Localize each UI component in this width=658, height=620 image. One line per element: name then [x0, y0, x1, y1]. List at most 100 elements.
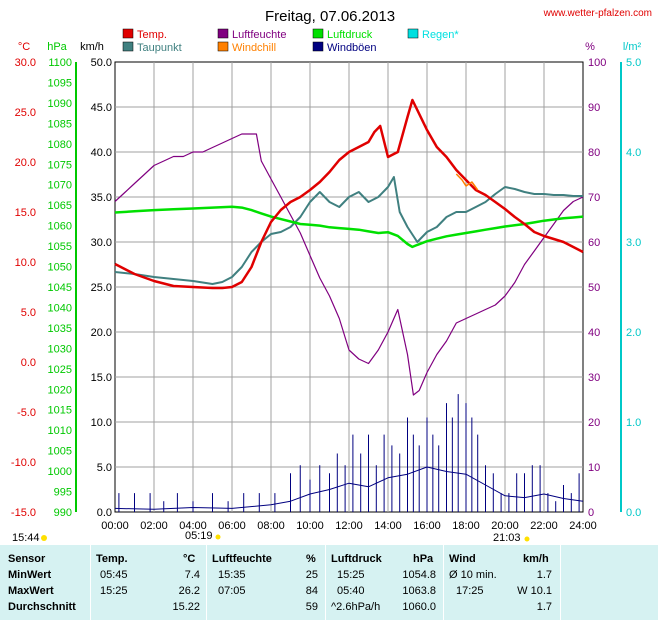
x-tick-label: 08:00 [257, 520, 285, 532]
row-min-temp-time: 05:45 [100, 569, 128, 581]
legend-swatch [217, 28, 229, 39]
rain-axis-tick-label: 0.0 [626, 507, 641, 519]
row-min-wind-val: 1.7 [536, 569, 552, 581]
sunrise-icon [215, 534, 221, 540]
pressure-axis-tick-label: 1025 [48, 364, 72, 376]
series-windchill [455, 173, 479, 191]
rain-axis-tick-label: 2.0 [626, 327, 641, 339]
header-humidity-unit: % [306, 553, 316, 565]
pressure-axis-tick-label: 1020 [48, 384, 72, 396]
pressure-axis-tick-label: 1060 [48, 221, 72, 233]
x-tick-label: 14:00 [374, 520, 402, 532]
legend-swatch [312, 41, 324, 52]
header-sensor: Sensor [8, 553, 46, 565]
pressure-axis-tick-label: 1065 [48, 200, 72, 212]
pressure-axis-tick-label: 1010 [48, 425, 72, 437]
pressure-axis-tick-label: 1055 [48, 241, 72, 253]
row-max-hum-val: 84 [305, 585, 318, 597]
pressure-axis-tick-label: 1000 [48, 466, 72, 478]
row-max-label: MaxWert [8, 585, 54, 597]
humidity-axis-tick-label: 30 [588, 372, 600, 384]
humidity-axis-tick-label: 70 [588, 192, 600, 204]
wind-axis-tick-label: 5.0 [97, 462, 112, 474]
row-max-temp-val: 26.2 [178, 585, 200, 597]
humidity-axis-tick-label: 60 [588, 237, 600, 249]
x-tick-label: 06:00 [218, 520, 246, 532]
humidity-axis-tick-label: 40 [588, 327, 600, 339]
temp-axis-tick-label: 10.0 [15, 257, 36, 269]
pressure-axis-tick-label: 1015 [48, 405, 72, 417]
wind-axis-tick-label: 30.0 [91, 237, 112, 249]
x-tick-label: 10:00 [296, 520, 324, 532]
temp-axis-tick-label: 5.0 [21, 307, 36, 319]
series-temp [114, 98, 584, 290]
header-wind: Wind [449, 553, 476, 565]
series-taupunkt [114, 176, 583, 285]
weather-chart: 30.0 25.0 20.0 15.0 10.0 5.0 0.0 -5.0 -10.0 -15.0… [11, 8, 652, 544]
x-tick-label: 00:00 [101, 520, 129, 532]
legend-swatch [312, 28, 324, 39]
header-pressure-unit: hPa [413, 553, 434, 565]
legend-label: Regen* [422, 29, 459, 41]
pressure-axis-tick-label: 1100 [48, 57, 72, 69]
series-wind [114, 466, 584, 510]
x-tick-label: 04:00 [179, 520, 207, 532]
statistics-table: Sensor Temp. °C Luftfeuchte % Luftdruck … [0, 545, 658, 620]
rain-axis-unit-label: l/m² [623, 41, 642, 53]
temp-axis-tick-label: 30.0 [15, 57, 36, 69]
grid-lines [115, 62, 583, 512]
daylight-start-label: 15:44 [12, 532, 40, 544]
wind-axis-tick-label: 20.0 [91, 327, 112, 339]
x-tick-label: 24:00 [569, 520, 597, 532]
humidity-axis-tick-label: 80 [588, 147, 600, 159]
header-pressure: Luftdruck [331, 553, 382, 565]
legend-swatch [122, 28, 134, 39]
pressure-axis-tick-label: 1005 [48, 446, 72, 458]
legend-label: Luftdruck [327, 29, 373, 41]
row-avg-wind-val: 1.7 [536, 601, 552, 613]
humidity-axis-tick-label: 20 [588, 417, 600, 429]
row-min-press-val: 1054.8 [402, 569, 436, 581]
x-axis: 00:00 02:00 04:00 06:00 08:00 10:00 12:00 14:00… [101, 520, 597, 532]
temp-axis-tick-label: -5.0 [17, 407, 36, 419]
legend: Temp. Luftfeuchte Luftdruck Regen* Taupunkt W… [122, 28, 459, 54]
legend-swatch [217, 41, 229, 52]
header-temp: Temp. [96, 553, 128, 565]
wind-axis-tick-label: 15.0 [91, 372, 112, 384]
humidity-axis-tick-label: 0 [588, 507, 594, 519]
row-min-temp-val: 7.4 [184, 569, 200, 581]
pressure-axis-tick-label: 1080 [48, 139, 72, 151]
temp-axis-tick-label: 25.0 [15, 107, 36, 119]
humidity-axis-tick-label: 100 [588, 57, 606, 69]
header-temp-unit: °C [183, 553, 196, 565]
row-max-wind-val: W 10.1 [517, 585, 552, 597]
pressure-axis-tick-label: 1095 [48, 77, 72, 89]
temp-axis-tick-label: 15.0 [15, 207, 36, 219]
temp-axis-tick-label: -10.0 [11, 457, 36, 469]
right-axes: 1009080706050403020100%5.04.03.02.01.00.… [585, 41, 641, 519]
rain-axis-tick-label: 5.0 [626, 57, 641, 69]
row-avg-hum-val: 59 [305, 601, 318, 613]
sunset-label: 21:03 [493, 532, 521, 544]
pressure-axis-tick-label: 995 [54, 487, 72, 499]
temp-axis-tick-label: -15.0 [11, 507, 36, 519]
legend-swatch [407, 28, 419, 39]
row-max-press-val: 1063.8 [402, 585, 436, 597]
humidity-axis-tick-label: 10 [588, 462, 600, 474]
wind-axis-tick-label: 35.0 [91, 192, 112, 204]
pressure-axis-tick-label: 990 [54, 507, 72, 519]
row-max-temp-time: 15:25 [100, 585, 128, 597]
wind-axis-tick-label: 40.0 [91, 147, 112, 159]
row-max-press-time: 05:40 [337, 585, 365, 597]
legend-label: Temp. [137, 29, 167, 41]
legend-label: Windböen [327, 42, 377, 54]
row-min-press-time: 15:25 [337, 569, 365, 581]
legend-swatch [122, 41, 134, 52]
wind-axis-tick-label: 25.0 [91, 282, 112, 294]
row-min-label: MinWert [8, 569, 52, 581]
sunrise-label: 05:19 [185, 530, 213, 542]
humidity-axis-unit-label: % [585, 41, 595, 53]
x-tick-label: 22:00 [530, 520, 558, 532]
rain-axis-tick-label: 3.0 [626, 237, 641, 249]
pressure-axis-tick-label: 1070 [48, 180, 72, 192]
